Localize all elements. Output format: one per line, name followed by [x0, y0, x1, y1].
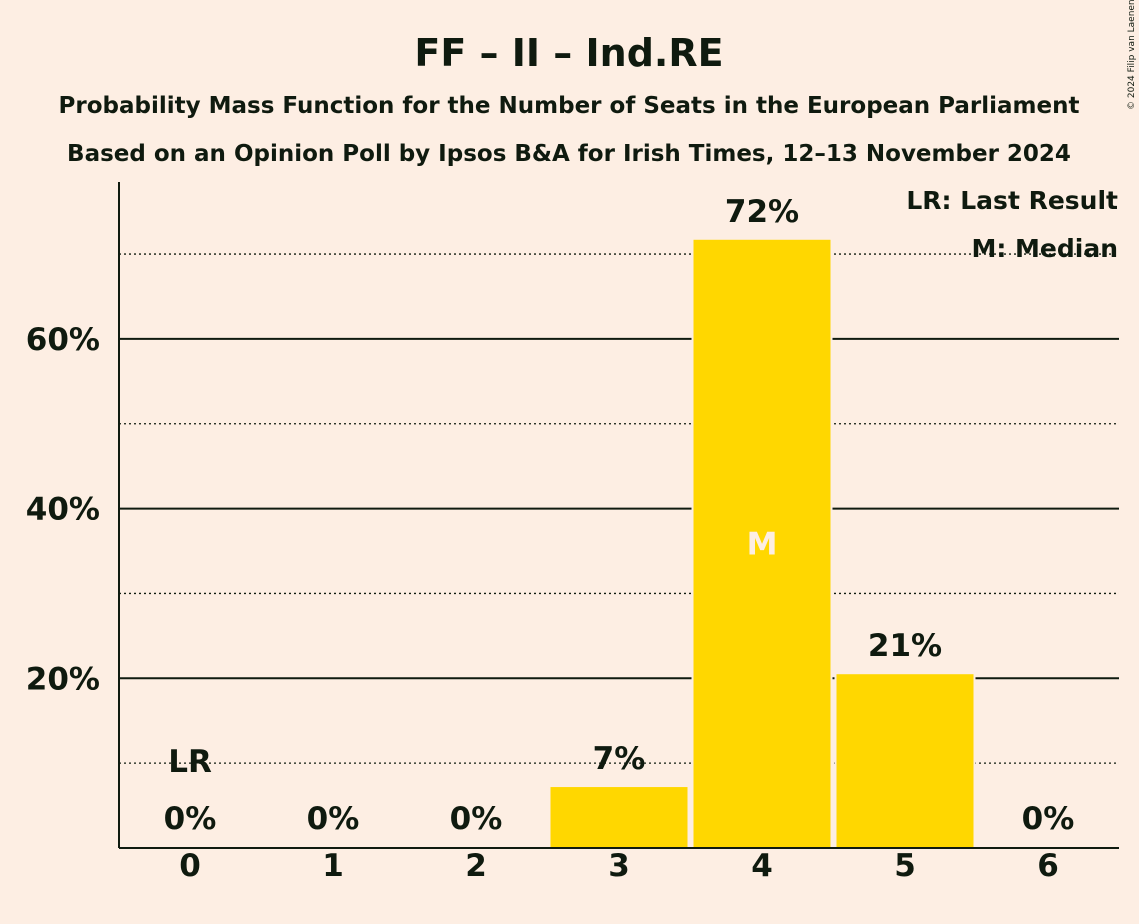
chart-subtitle-line-1: Probability Mass Function for the Number… — [59, 93, 1080, 119]
x-tick-label: 6 — [1037, 848, 1059, 884]
x-tick-label: 4 — [751, 848, 773, 884]
x-tick-label: 0 — [179, 848, 201, 884]
y-tick-label: 60% — [26, 322, 100, 358]
value-label-seats-1: 0% — [307, 801, 360, 837]
value-label-seats-6: 0% — [1022, 801, 1075, 837]
chart-subtitle-line-2: Based on an Opinion Poll by Ipsos B&A fo… — [67, 141, 1071, 167]
value-label-seats-5: 21% — [868, 628, 942, 664]
value-label-seats-4: 72% — [725, 194, 799, 230]
median-marker: M — [747, 526, 778, 562]
value-labels: 0% 0% 0% 7% 72% 21% 0% M LR — [164, 194, 1075, 837]
x-tick-label: 2 — [465, 848, 487, 884]
bar-seats-4 — [691, 237, 833, 850]
bar-seats-5 — [834, 672, 976, 849]
bars — [548, 237, 976, 850]
y-tick-label: 40% — [26, 492, 100, 528]
y-axis-ticks: 20% 40% 60% — [26, 322, 100, 697]
legend-median: M: Median — [971, 234, 1118, 263]
bar-seats-3 — [548, 785, 690, 850]
value-label-seats-0: 0% — [164, 801, 217, 837]
last-result-marker: LR — [168, 744, 212, 780]
y-tick-label: 20% — [26, 661, 100, 697]
value-label-seats-2: 0% — [450, 801, 503, 837]
x-tick-label: 3 — [608, 848, 630, 884]
chart-title: FF – II – Ind.RE — [414, 31, 723, 75]
legend-last-result: LR: Last Result — [906, 186, 1118, 215]
copyright-notice: © 2024 Filip van Laenen — [1127, 0, 1137, 110]
gridlines — [119, 253, 1119, 764]
value-label-seats-3: 7% — [593, 741, 646, 777]
x-tick-label: 5 — [894, 848, 916, 884]
x-tick-label: 1 — [322, 848, 344, 884]
x-axis-ticks: 0 1 2 3 4 5 6 — [179, 848, 1059, 884]
